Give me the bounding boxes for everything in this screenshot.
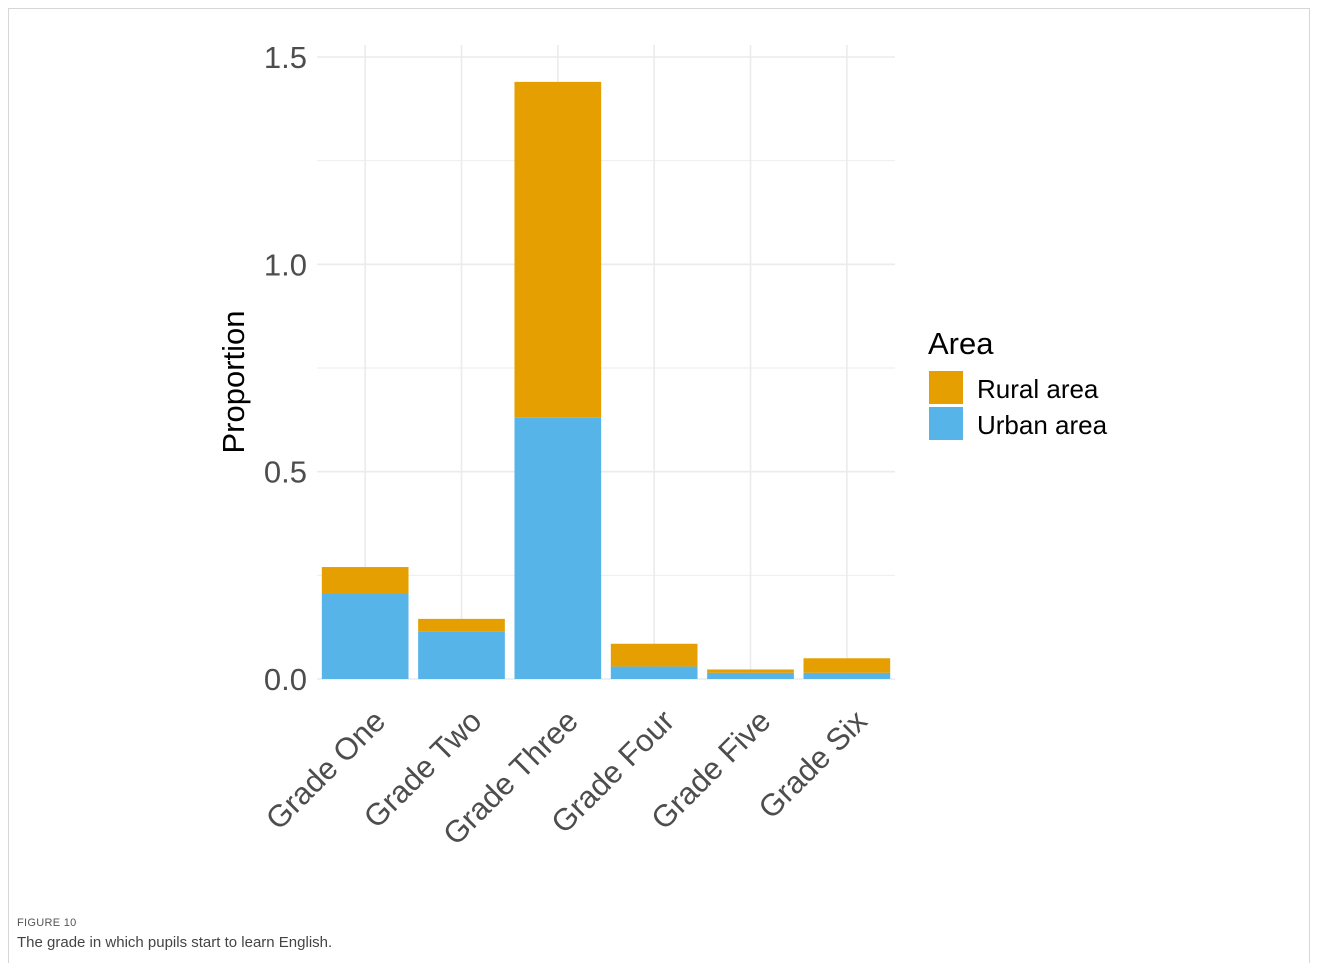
bar-rural-area-grade-two: [418, 618, 505, 632]
bar-urban-area-grade-one: [321, 593, 409, 679]
figure-frame: [8, 8, 1310, 963]
bar-rural-area-grade-five: [707, 669, 794, 673]
bar-urban-area-grade-two: [418, 631, 505, 679]
legend-swatch: [929, 407, 963, 440]
bar-urban-area-grade-four: [610, 666, 698, 679]
legend-label: Rural area: [977, 374, 1099, 404]
bar-urban-area-grade-three: [514, 417, 602, 679]
y-tick-label: 0.0: [264, 662, 307, 697]
y-tick-label: 0.5: [264, 455, 307, 490]
legend-title: Area: [928, 326, 994, 361]
y-axis-label: Proportion: [216, 310, 251, 453]
bar-rural-area-grade-one: [321, 567, 409, 594]
y-tick-label: 1.5: [264, 40, 307, 75]
figure-caption: The grade in which pupils start to learn…: [17, 934, 333, 951]
bar-urban-area-grade-five: [707, 672, 794, 679]
y-tick-labels: 0.0 0.5 1.0 1.5: [264, 40, 307, 697]
bar-rural-area-grade-six: [803, 658, 891, 673]
bar-rural-area-grade-three: [514, 81, 602, 418]
y-tick-label: 1.0: [264, 247, 307, 282]
legend-swatch: [929, 371, 963, 404]
legend: Area Rural area Urban area: [928, 326, 1108, 440]
bar-rural-area-grade-four: [610, 643, 698, 667]
bar-urban-area-grade-six: [803, 672, 891, 679]
legend-label: Urban area: [977, 410, 1108, 440]
figure-label: FIGURE 10: [17, 917, 77, 929]
bars: [321, 81, 891, 679]
